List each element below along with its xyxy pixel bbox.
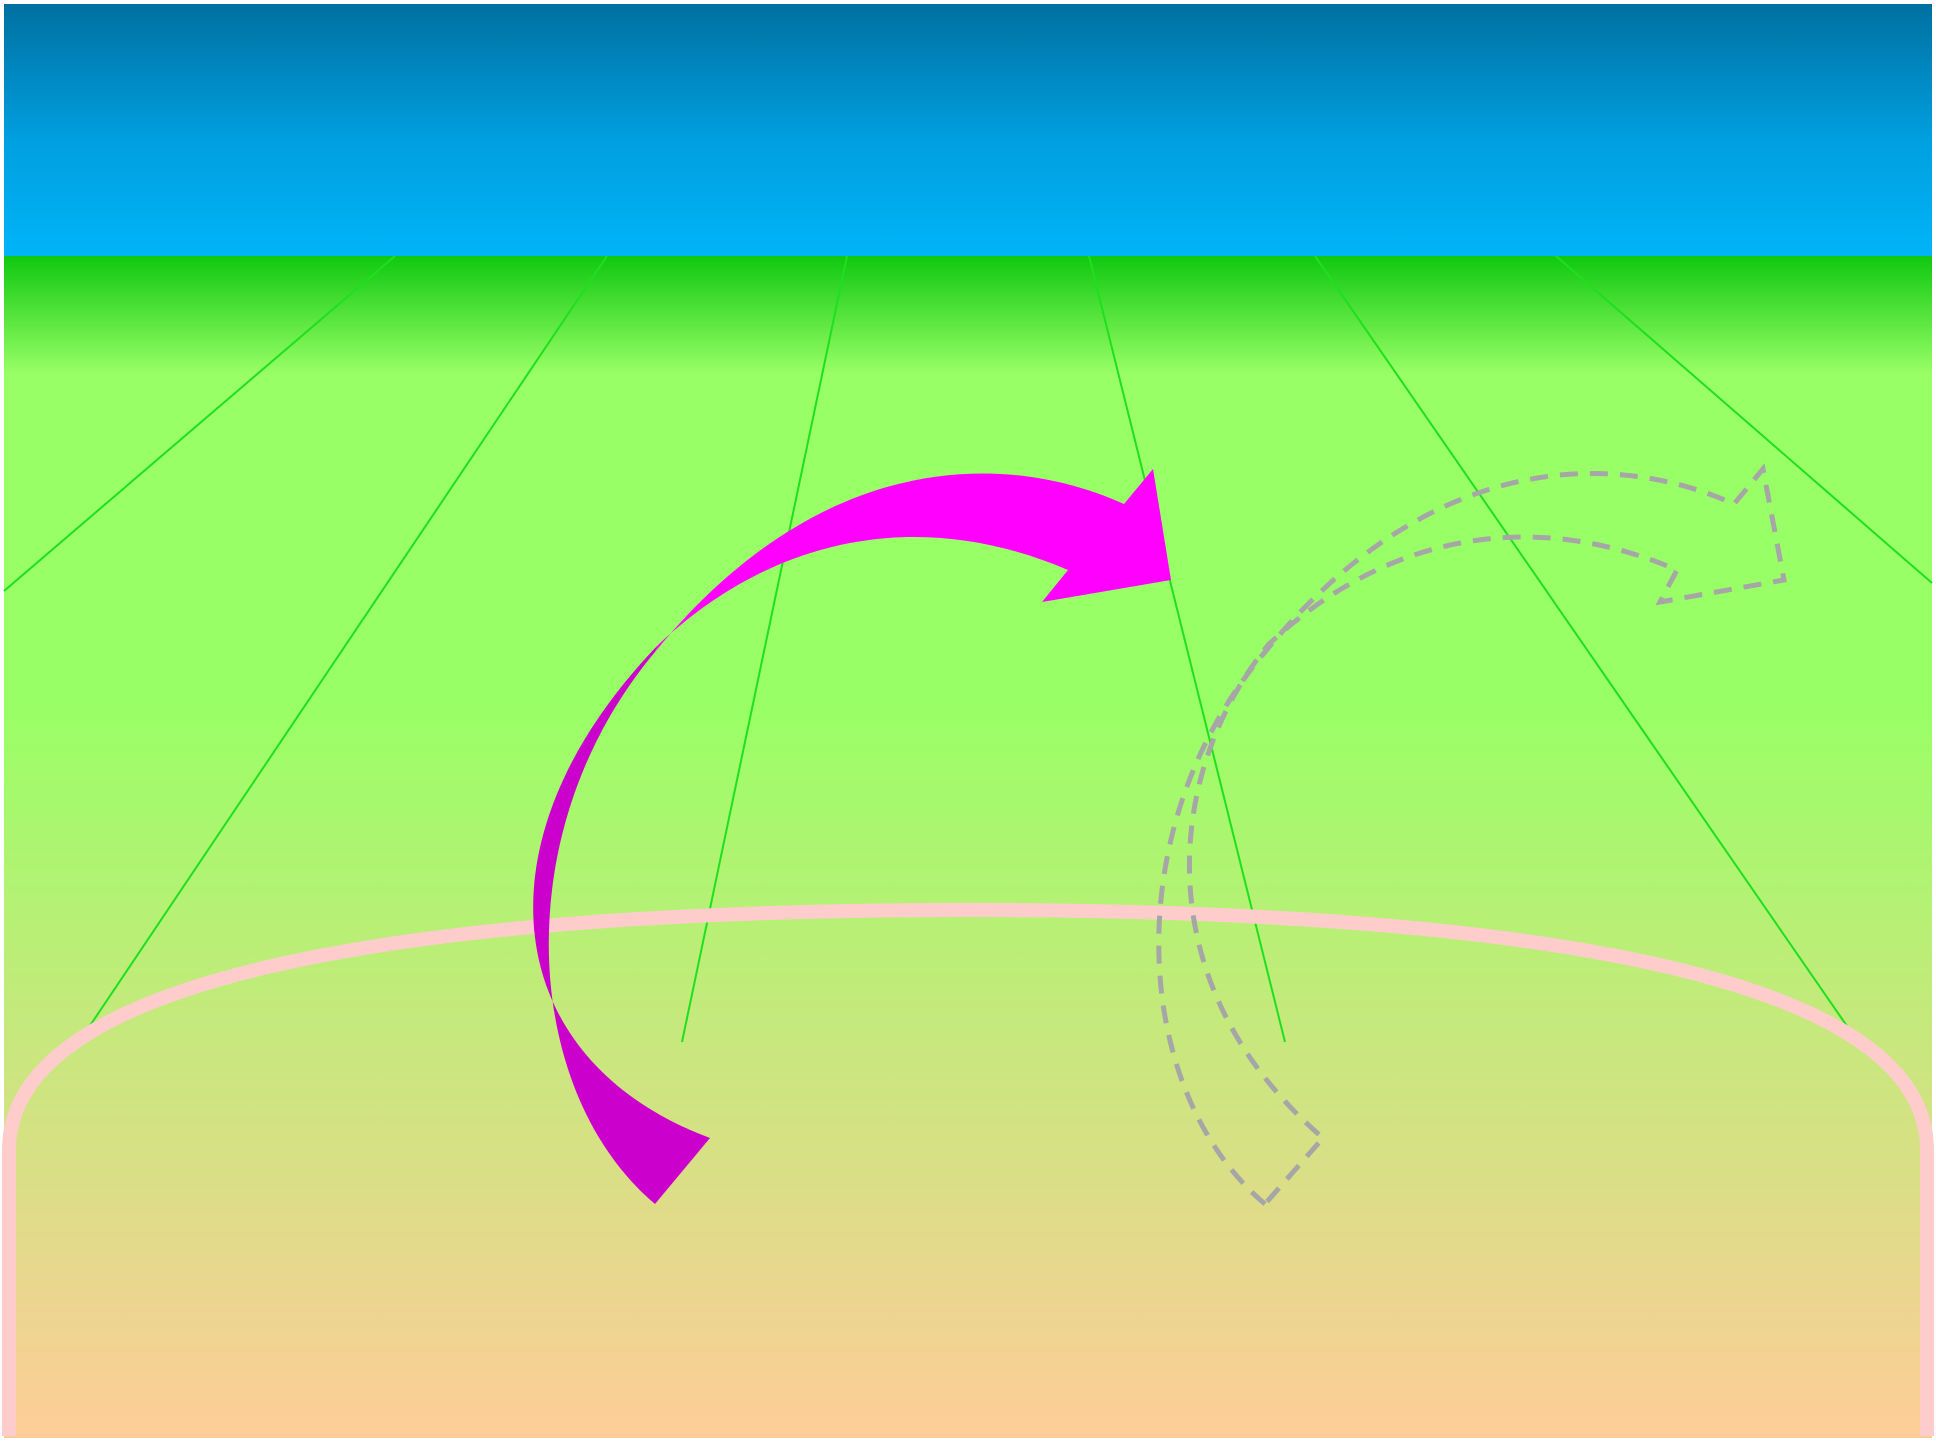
arrow-tail bbox=[533, 645, 710, 1204]
sky-panel bbox=[4, 4, 1932, 256]
curved-arrow-dashed-outline bbox=[1156, 463, 1787, 1208]
lane-line bbox=[1314, 255, 1859, 1043]
arrow-head bbox=[655, 469, 1171, 652]
lane-line bbox=[3, 255, 396, 592]
lane-line bbox=[1555, 255, 1933, 584]
lane-line bbox=[78, 255, 608, 1043]
perspective-lines bbox=[3, 255, 1933, 1043]
curved-arrow-solid bbox=[533, 469, 1171, 1204]
grass-field bbox=[4, 256, 1932, 1438]
ellipse-stage bbox=[2, 902, 1934, 1436]
